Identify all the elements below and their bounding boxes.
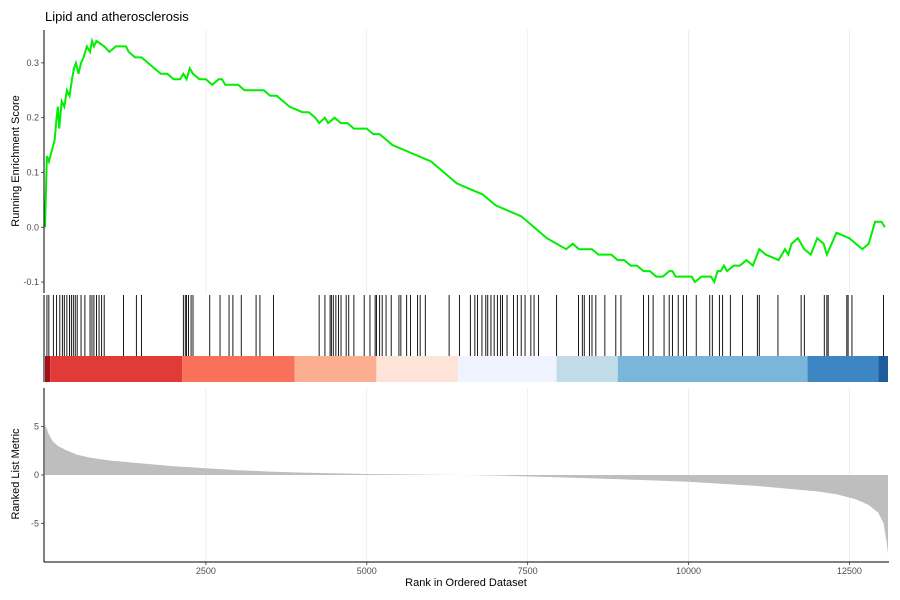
x-tick-label-3: 10000 (676, 566, 701, 576)
rank-gradient-bar (45, 356, 888, 382)
enrichment-y-axis-title: Running Enrichment Score (10, 95, 22, 226)
enrichment-y-tick-label-2: 0.1 (26, 167, 39, 177)
enrichment-y-tick-label-3: 0.2 (26, 113, 39, 123)
x-tick-label-0: 2500 (196, 566, 216, 576)
plot-title: Lipid and atherosclerosis (45, 9, 189, 24)
metric-y-tick-label-2: 5 (34, 422, 39, 432)
metric-y-ticks: -5 0 5 (31, 422, 44, 528)
metric-y-tick-label-1: 0 (34, 470, 39, 480)
enrichment-y-tick-label-4: 0.3 (26, 58, 39, 68)
enrichment-y-tick-label-0: -0.1 (23, 277, 39, 287)
enrichment-score-line (44, 37, 886, 285)
enrichment-y-tick-label-1: 0.0 (26, 222, 39, 232)
x-tick-label-4: 12500 (837, 566, 862, 576)
gradient-segment-3 (294, 356, 377, 382)
x-axis-ticks: 2500 5000 7500 10000 12500 (196, 562, 862, 576)
enrichment-grid (205, 30, 850, 293)
x-tick-label-2: 7500 (518, 566, 538, 576)
gradient-segment-6 (556, 356, 618, 382)
x-tick-label-1: 5000 (357, 566, 377, 576)
gradient-segment-9 (878, 356, 888, 382)
gradient-segment-8 (807, 356, 879, 382)
metric-y-axis-title: Ranked List Metric (10, 428, 22, 520)
enrichment-y-ticks: -0.1 0.0 0.1 0.2 0.3 (23, 58, 44, 287)
ranked-metric-area (45, 424, 888, 555)
hit-markers (46, 295, 884, 356)
metric-y-tick-label-0: -5 (31, 518, 39, 528)
gradient-segment-1 (50, 356, 183, 382)
x-axis-title: Rank in Ordered Dataset (405, 577, 527, 589)
gradient-segment-0 (45, 356, 51, 382)
gradient-segment-5 (458, 356, 557, 382)
gradient-segment-4 (376, 356, 459, 382)
gradient-segment-7 (617, 356, 808, 382)
gradient-segment-2 (182, 356, 295, 382)
